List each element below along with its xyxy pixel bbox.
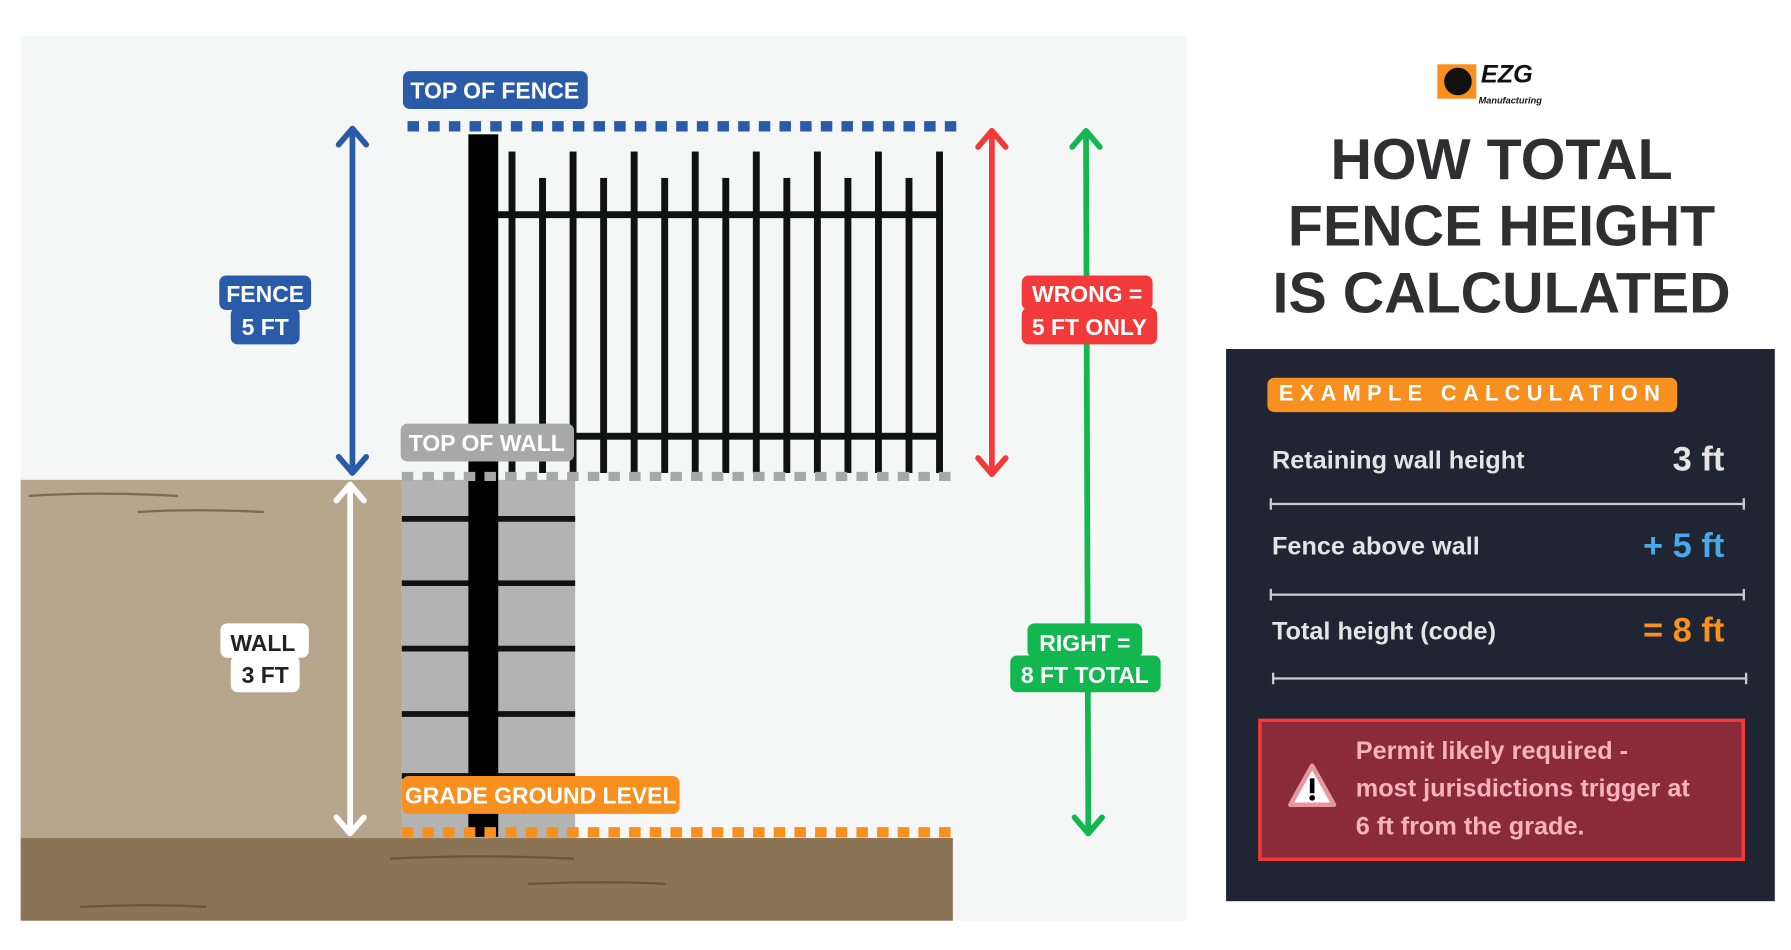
svg-text:5 FT ONLY: 5 FT ONLY xyxy=(1032,314,1147,340)
fence-picket xyxy=(936,151,943,473)
calc-row-value: 3 ft xyxy=(1672,440,1725,479)
fence-picket xyxy=(661,177,669,473)
calc-row: Retaining wall height 3 ft xyxy=(1272,441,1724,480)
warning-line: 6 ft from the grade. xyxy=(1355,811,1585,841)
fence-picket xyxy=(844,177,852,473)
page-title: HOW TOTAL FENCE HEIGHT IS CALCULATED xyxy=(1226,126,1777,326)
warning-line: Permit likely required - xyxy=(1355,735,1629,765)
soil-texture xyxy=(28,492,265,514)
warning-triangle-icon xyxy=(1288,763,1337,808)
title-line: FENCE HEIGHT xyxy=(1287,194,1716,259)
calc-row-label: Retaining wall height xyxy=(1271,445,1525,475)
svg-text:RIGHT =: RIGHT = xyxy=(1039,630,1130,656)
svg-text:WRONG =: WRONG = xyxy=(1032,281,1142,307)
top-of-fence-label: TOP OF FENCE xyxy=(402,71,588,110)
wall-3ft-label: WALL 3 FT xyxy=(220,623,309,693)
svg-text:Manufacturing: Manufacturing xyxy=(1479,95,1543,105)
fence-picket xyxy=(783,177,791,473)
fence-picket xyxy=(630,151,638,473)
fence-picket xyxy=(539,177,546,473)
svg-text:5 FT: 5 FT xyxy=(242,314,289,340)
fence-picket xyxy=(905,177,913,473)
ground-texture xyxy=(80,855,666,909)
fence-height-arrow xyxy=(335,125,370,476)
fence-picket xyxy=(752,151,760,473)
calc-row-value: = 8 ft xyxy=(1642,611,1725,650)
right-height-arrow xyxy=(1069,128,1105,837)
top-of-wall-label: TOP OF WALL xyxy=(400,423,574,462)
svg-text:8 FT TOTAL: 8 FT TOTAL xyxy=(1021,662,1149,688)
fence-picket xyxy=(600,177,608,473)
right-label: RIGHT = 8 FT TOTAL xyxy=(1010,623,1161,693)
example-calculation-panel: EXAMPLE CALCULATION Retaining wall heigh… xyxy=(1226,348,1775,902)
warning-line: most jurisdictions trigger at xyxy=(1355,773,1690,803)
svg-text:TOP OF FENCE: TOP OF FENCE xyxy=(410,78,579,104)
raised-soil xyxy=(20,479,402,839)
svg-text:TOP OF WALL: TOP OF WALL xyxy=(409,430,565,456)
ground xyxy=(20,838,953,921)
fence-5ft-label: FENCE 5 FT xyxy=(219,275,312,345)
svg-text:WALL: WALL xyxy=(230,630,295,656)
calc-row-label: Fence above wall xyxy=(1271,531,1480,561)
example-calculation-badge: EXAMPLE CALCULATION xyxy=(1267,377,1678,413)
ezg-logo: EZG Manufacturing xyxy=(1437,61,1543,105)
calc-row: Fence above wall + 5 ft xyxy=(1272,527,1724,566)
calc-row: Total height (code) = 8 ft xyxy=(1272,612,1724,651)
divider xyxy=(1269,588,1745,601)
fence-picket xyxy=(508,151,516,473)
wall-height-arrow xyxy=(333,481,367,837)
title-line: HOW TOTAL xyxy=(1330,127,1673,192)
svg-text:GRADE GROUND LEVEL: GRADE GROUND LEVEL xyxy=(405,783,677,809)
fence-picket xyxy=(569,151,577,473)
title-line: IS CALCULATED xyxy=(1272,260,1731,325)
fence-picket xyxy=(722,177,730,473)
calc-row-label: Total height (code) xyxy=(1271,616,1497,646)
calc-row-value: + 5 ft xyxy=(1642,526,1725,565)
permit-warning: Permit likely required - most jurisdicti… xyxy=(1258,718,1745,861)
fence-diagram: TOP OF FENCE TOP OF WALL GRADE GROUND LE… xyxy=(20,71,1161,921)
fence-panel xyxy=(495,151,943,473)
grade-label: GRADE GROUND LEVEL xyxy=(401,776,680,814)
divider xyxy=(1269,498,1745,510)
svg-text:FENCE: FENCE xyxy=(226,281,304,307)
fence-post xyxy=(468,134,499,837)
svg-text:EZG: EZG xyxy=(1481,61,1533,89)
fence-picket xyxy=(875,151,882,473)
fence-picket xyxy=(691,151,699,473)
svg-text:3 FT: 3 FT xyxy=(242,662,289,688)
wrong-height-arrow xyxy=(975,128,1009,477)
fence-picket xyxy=(813,151,821,473)
wrong-label: WRONG = 5 FT ONLY xyxy=(1021,275,1158,345)
divider xyxy=(1271,672,1748,685)
